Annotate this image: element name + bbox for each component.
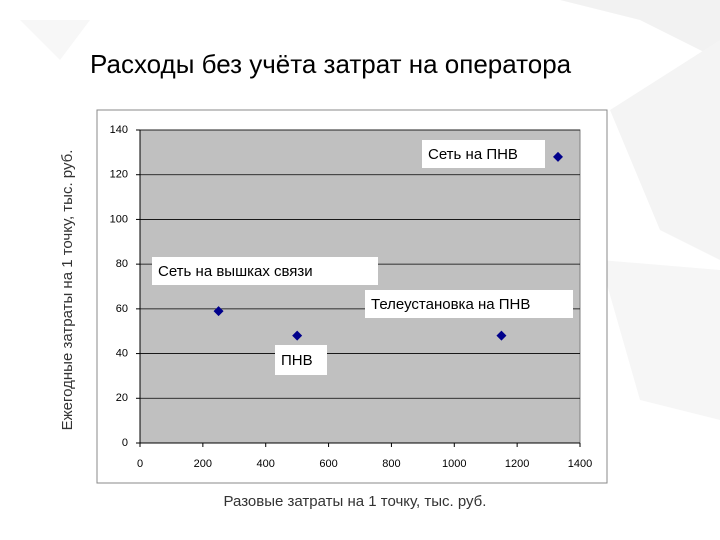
x-tick-label: 1200 bbox=[505, 458, 529, 470]
y-tick-label: 140 bbox=[110, 124, 128, 136]
y-tick-label: 120 bbox=[110, 169, 128, 181]
annotation-box bbox=[152, 257, 378, 285]
annotation-box bbox=[422, 140, 545, 168]
annotation-box bbox=[365, 290, 573, 318]
annotation: ПНВ bbox=[281, 352, 313, 369]
y-tick-label: 60 bbox=[116, 303, 128, 315]
data-point bbox=[553, 151, 563, 162]
data-point bbox=[496, 330, 507, 341]
background-decoration bbox=[20, 0, 720, 420]
x-axis-title: Разовые затраты на 1 точку, тыс. руб. bbox=[224, 493, 487, 510]
x-tick-label: 200 bbox=[194, 458, 212, 470]
x-tick-label: 600 bbox=[319, 458, 337, 470]
y-tick-label: 0 bbox=[122, 437, 128, 449]
y-axis-title: Ежегодные затраты на 1 точку, тыс. руб. bbox=[59, 150, 76, 431]
x-tick-label: 400 bbox=[257, 458, 275, 470]
annotation: Сеть на вышках связи bbox=[158, 263, 313, 280]
x-tick-label: 0 bbox=[137, 458, 143, 470]
annotation: Телеустановка на ПНВ bbox=[371, 296, 530, 313]
y-tick-label: 100 bbox=[110, 213, 128, 225]
x-tick-label: 800 bbox=[382, 458, 400, 470]
plot-area bbox=[139, 129, 581, 444]
x-tick-label: 1400 bbox=[568, 458, 592, 470]
slide-title: Расходы без учёта затрат на оператора bbox=[90, 49, 572, 79]
data-point bbox=[292, 330, 303, 341]
annotation-box bbox=[275, 345, 327, 375]
annotation: Сеть на ПНВ bbox=[428, 146, 518, 163]
y-tick-label: 20 bbox=[116, 392, 128, 404]
y-tick-label: 80 bbox=[116, 258, 128, 270]
y-tick-label: 40 bbox=[116, 347, 128, 359]
x-tick-label: 1000 bbox=[442, 458, 466, 470]
data-point bbox=[213, 306, 224, 317]
